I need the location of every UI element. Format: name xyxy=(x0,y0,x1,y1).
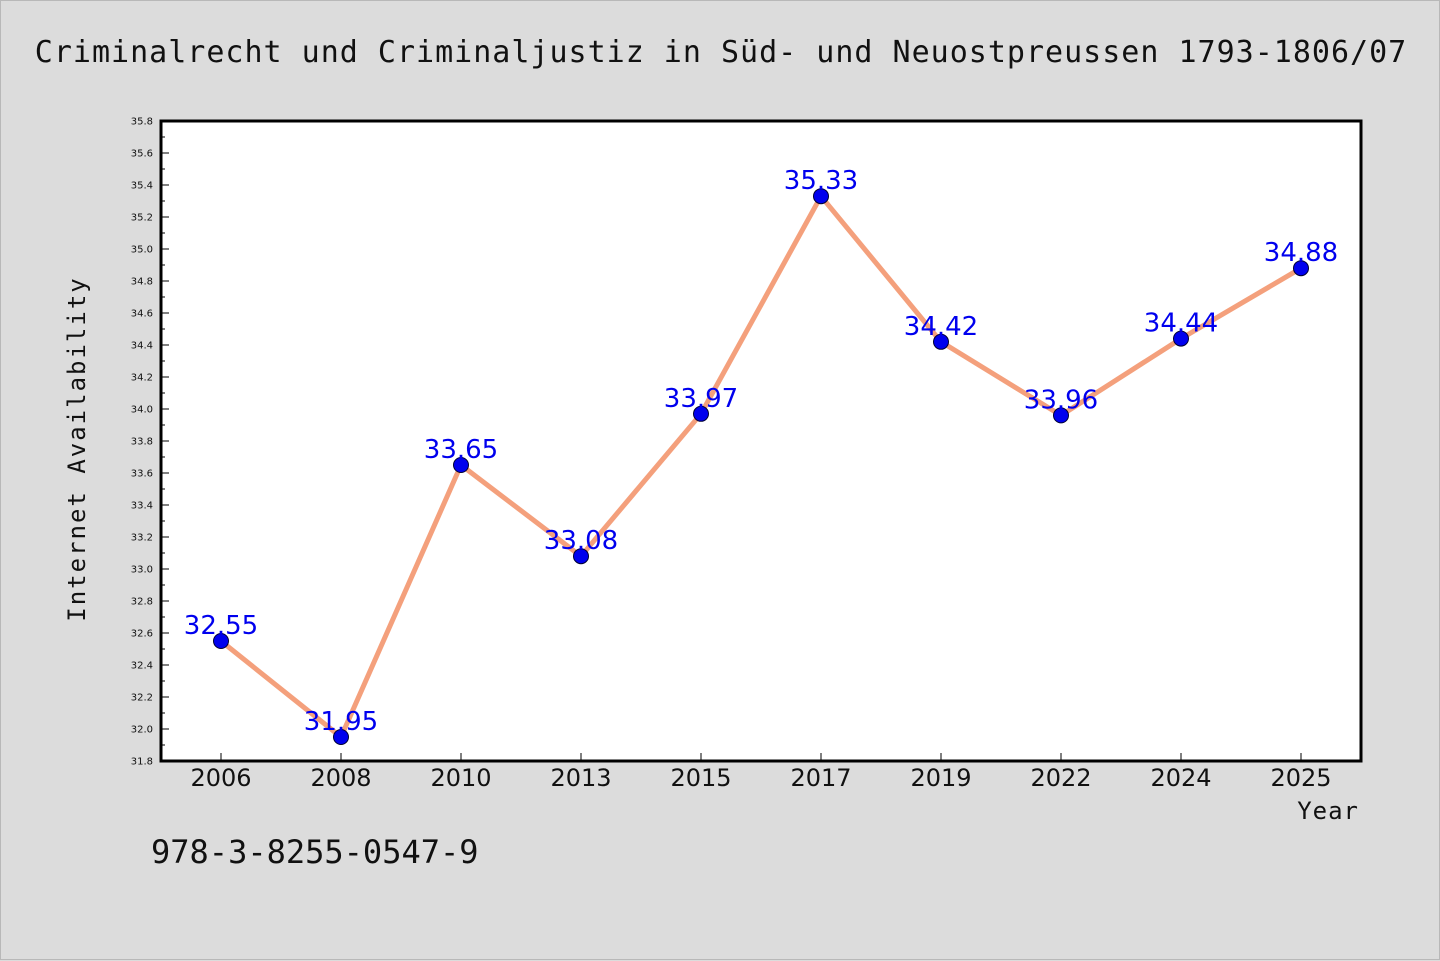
data-value-label: 34.42 xyxy=(904,312,978,342)
data-point xyxy=(453,457,469,473)
y-tick-label: 34.8 xyxy=(131,277,153,288)
data-point xyxy=(1173,330,1189,347)
data-value-label: 35.33 xyxy=(784,166,858,196)
x-tick-label: 2024 xyxy=(1150,764,1211,792)
y-tick-label: 34.4 xyxy=(131,341,153,352)
data-point xyxy=(213,633,229,649)
y-tick-label: 34.0 xyxy=(131,405,153,416)
y-tick-label: 33.4 xyxy=(131,501,153,512)
data-point xyxy=(573,548,589,565)
y-tick-label: 31.8 xyxy=(131,757,153,768)
x-tick-label: 2025 xyxy=(1270,764,1331,792)
x-axis-label: Year xyxy=(1297,797,1359,825)
data-label-layer: 32.55 31.95 33.65 33.08 33.97 35.33 34.42 33.96… xyxy=(184,166,1338,737)
data-value-label: 33.08 xyxy=(544,526,618,556)
data-point xyxy=(1053,407,1069,424)
series-layer xyxy=(213,188,1309,745)
y-tick-label: 32.0 xyxy=(131,725,153,736)
x-axis-ticks: 2006 2008 2010 2013 2015 2017 2019 2022 2024 2025 xyxy=(190,753,1332,792)
y-tick-label: 35.0 xyxy=(131,245,153,256)
y-tick-label: 33.6 xyxy=(131,469,153,480)
data-value-label: 34.44 xyxy=(1144,309,1218,339)
y-tick-label: 32.6 xyxy=(131,629,153,640)
y-axis-label: Internet Availability xyxy=(63,276,91,622)
data-value-label: 32.55 xyxy=(184,611,258,641)
y-tick-label: 33.0 xyxy=(131,565,153,576)
data-point xyxy=(333,729,349,745)
y-tick-label: 35.4 xyxy=(131,181,153,192)
data-value-label: 31.95 xyxy=(304,707,378,737)
y-tick-label: 34.2 xyxy=(131,373,153,384)
y-tick-label: 35.6 xyxy=(131,149,153,160)
data-value-label: 34.88 xyxy=(1264,238,1338,268)
x-tick-label: 2013 xyxy=(550,764,611,792)
data-point xyxy=(933,333,949,350)
x-tick-label: 2017 xyxy=(790,764,851,792)
y-tick-label: 32.8 xyxy=(131,597,153,608)
data-value-label: 33.96 xyxy=(1024,385,1098,415)
x-tick-label: 2010 xyxy=(430,764,491,792)
x-tick-label: 2019 xyxy=(910,764,971,792)
y-tick-label: 32.4 xyxy=(131,661,153,672)
plot-area xyxy=(159,119,1363,763)
x-tick-label: 2008 xyxy=(310,764,371,792)
y-tick-label: 33.2 xyxy=(131,533,153,544)
y-tick-label: 34.6 xyxy=(131,309,153,320)
x-tick-label: 2006 xyxy=(190,764,251,792)
y-tick-label: 35.8 xyxy=(131,117,153,128)
data-point xyxy=(1293,260,1309,277)
y-tick-label: 35.2 xyxy=(131,213,153,224)
data-point xyxy=(693,405,709,422)
x-tick-label: 2022 xyxy=(1030,764,1091,792)
data-value-label: 33.97 xyxy=(664,384,738,414)
isbn-annotation: 978-3-8255-0547-9 xyxy=(151,833,479,871)
chart-title: Criminalrecht und Criminaljustiz in Süd-… xyxy=(34,35,1408,70)
y-tick-label: 33.8 xyxy=(131,437,153,448)
y-tick-label: 32.2 xyxy=(131,693,153,704)
data-value-label: 33.65 xyxy=(424,435,498,465)
y-axis-ticks: 31.8 32.0 32.2 32.4 32.6 32.8 33.0 33.2 33.4 33.6… xyxy=(131,117,169,768)
data-point xyxy=(813,188,829,205)
series-line xyxy=(218,193,1304,740)
x-tick-label: 2015 xyxy=(670,764,731,792)
